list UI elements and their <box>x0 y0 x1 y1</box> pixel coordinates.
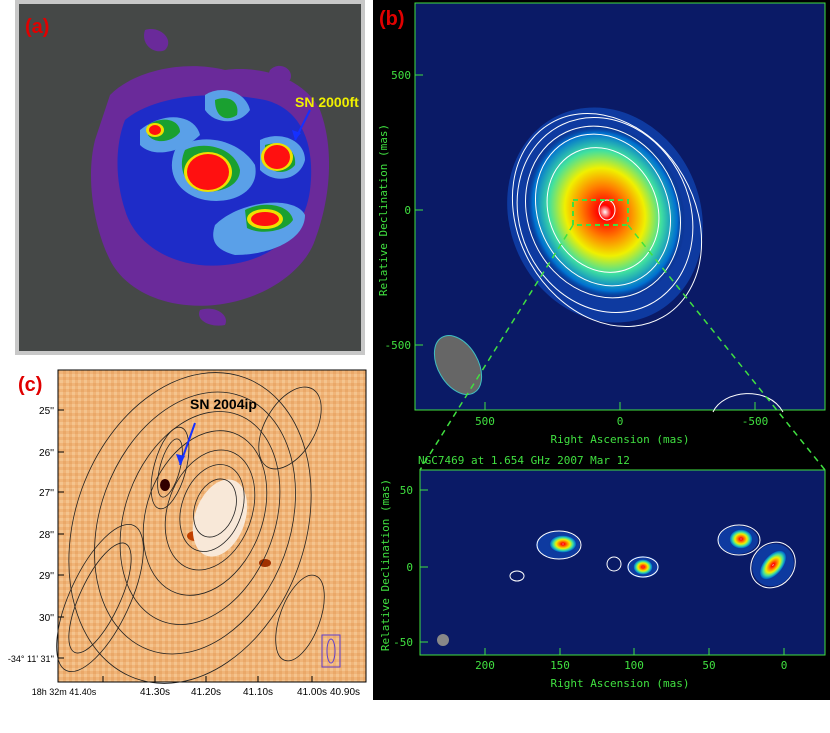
panel-a-label: (a) <box>25 16 50 38</box>
c-xtick-4: 41.10s <box>243 687 273 698</box>
panel-b-label: (b) <box>379 8 405 30</box>
panel-b-image: 500 0 -500 500 0 -500 Right Ascension (m… <box>377 2 826 690</box>
c-xtick-2: 41.30s <box>140 687 170 698</box>
beam-bottom <box>437 634 449 646</box>
bottom-title: NGC7469 at 1.654 GHz 2007 Mar 12 <box>418 454 630 467</box>
bottom-ytick-2: 0 <box>406 561 413 574</box>
beam-c <box>326 638 336 664</box>
top-xlabel: Right Ascension (mas) <box>550 433 689 446</box>
bottom-xlabel: Right Ascension (mas) <box>550 677 689 690</box>
panel-c-image: 25'' 26'' 27'' 28'' 29'' 30'' -34° 11' 3… <box>8 369 367 698</box>
c-xtick-1: 18h 32m 41.40s <box>32 687 97 697</box>
c-xtick-5: 41.00s <box>297 687 327 698</box>
c-ytick-4: 28'' <box>39 530 54 541</box>
c-ytick-2: 26'' <box>39 448 54 459</box>
top-ytick-2: 0 <box>404 204 411 217</box>
c-ytick-5: 29'' <box>39 571 54 582</box>
top-ytick-3: -500 <box>385 339 412 352</box>
panel-a-image <box>15 0 365 355</box>
c-ytick-1: 25'' <box>39 406 54 417</box>
c-xtick-6: 40.90s <box>330 687 360 698</box>
bottom-xtick-1: 200 <box>475 659 495 672</box>
panel-b: 500 0 -500 500 0 -500 Right Ascension (m… <box>373 0 830 700</box>
panel-a: (a) SN 2000ft <box>15 0 365 355</box>
bottom-ytick-3: -50 <box>393 636 413 649</box>
c-ytick-7: -34° 11' 31'' <box>8 654 54 664</box>
sn2004ip-label: SN 2004ip <box>190 396 257 412</box>
panel-c-label: (c) <box>18 374 43 396</box>
top-xtick-2: 0 <box>617 415 624 428</box>
bottom-xtick-5: 0 <box>781 659 788 672</box>
sn2000ft-label: SN 2000ft <box>295 94 359 110</box>
c-ytick-3: 27'' <box>39 488 54 499</box>
bottom-xtick-4: 50 <box>702 659 715 672</box>
top-ylabel: Relative Declination (mas) <box>377 124 390 296</box>
top-ytick-1: 500 <box>391 69 411 82</box>
top-xtick-1: 500 <box>475 415 495 428</box>
bottom-xtick-3: 100 <box>624 659 644 672</box>
beam-top <box>433 335 483 395</box>
top-xtick-3: -500 <box>742 415 769 428</box>
c-xtick-3: 41.20s <box>191 687 221 698</box>
c-ytick-6: 30'' <box>39 613 54 624</box>
panel-c: 25'' 26'' 27'' 28'' 29'' 30'' -34° 11' 3… <box>0 368 370 728</box>
bottom-ylabel: Relative Declination (mas) <box>379 479 392 651</box>
bottom-xtick-2: 150 <box>550 659 570 672</box>
bottom-ytick-1: 50 <box>400 484 413 497</box>
